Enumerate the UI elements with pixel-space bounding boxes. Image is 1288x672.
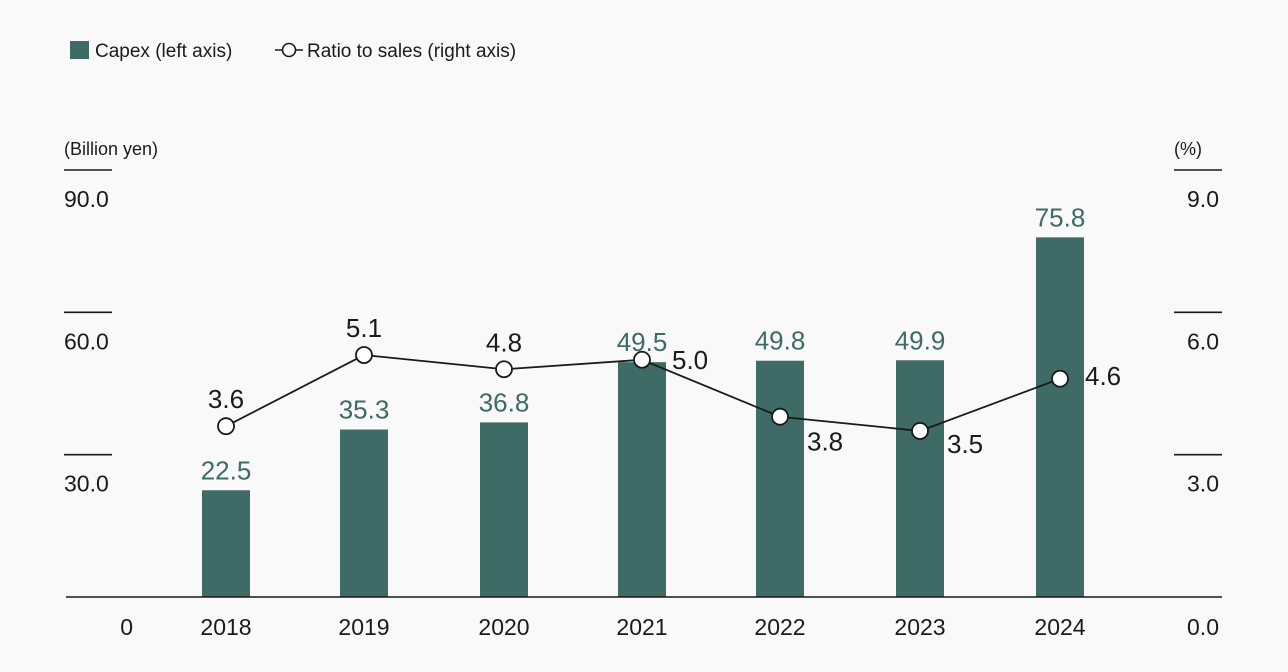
left-axis-label: (Billion yen) <box>64 139 158 159</box>
right-tick-label: 6.0 <box>1187 328 1219 354</box>
bar-capex-2021 <box>618 362 666 597</box>
bar-capex-2019 <box>340 429 388 597</box>
legend-swatch-capex <box>70 41 89 59</box>
legend-label-capex: Capex (left axis) <box>95 41 232 62</box>
x-tick-label-2024: 2024 <box>1034 614 1085 640</box>
right-tick-label: 3.0 <box>1187 471 1219 497</box>
ratio-point-2023 <box>911 422 929 440</box>
left-tick-label: 60.0 <box>64 328 109 354</box>
right-axis-label: (%) <box>1174 139 1202 159</box>
left-tick-label-zero: 0 <box>120 614 133 640</box>
bar-capex-2020 <box>480 422 528 597</box>
bar-capex-2018 <box>202 490 250 597</box>
ratio-point-2019 <box>355 346 373 364</box>
ratio-point-2021 <box>633 350 651 369</box>
bar-capex-2024 <box>1036 237 1084 598</box>
ratio-value-label-2024: 4.6 <box>1085 361 1121 391</box>
x-tick-label-2020: 2020 <box>478 614 529 640</box>
x-tick-label-2021: 2021 <box>616 614 667 640</box>
left-tick-label: 90.0 <box>64 186 109 212</box>
right-tick-label: 9.0 <box>1187 186 1219 212</box>
ratio-value-label-2020: 4.8 <box>486 327 522 357</box>
ratio-value-label-2022: 3.8 <box>807 427 843 457</box>
ratio-value-label-2023: 3.5 <box>947 429 983 459</box>
ratio-point-2018 <box>217 417 235 436</box>
bar-value-label-2020: 36.8 <box>479 387 530 417</box>
left-tick-label: 30.0 <box>64 471 109 497</box>
ratio-point-2024 <box>1051 369 1069 388</box>
bar-capex-2022 <box>756 360 804 597</box>
legend-marker-ratio <box>281 42 297 58</box>
bar-value-label-2024: 75.8 <box>1035 202 1086 232</box>
ratio-value-label-2018: 3.6 <box>208 384 244 414</box>
x-tick-label-2018: 2018 <box>200 614 251 640</box>
x-tick-label-2023: 2023 <box>894 614 945 640</box>
ratio-value-label-2019: 5.1 <box>346 313 382 343</box>
ratio-point-2022 <box>771 407 789 426</box>
bar-value-label-2018: 22.5 <box>201 455 252 485</box>
bar-value-label-2023: 49.9 <box>895 325 946 355</box>
bar-value-label-2022: 49.8 <box>755 326 806 356</box>
x-tick-label-2022: 2022 <box>754 614 805 640</box>
ratio-point-2020 <box>495 360 513 379</box>
x-tick-label-2019: 2019 <box>338 614 389 640</box>
legend-label-ratio: Ratio to sales (right axis) <box>307 41 516 62</box>
ratio-value-label-2021: 5.0 <box>672 345 708 375</box>
right-tick-label-zero: 0.0 <box>1187 614 1219 640</box>
bar-value-label-2019: 35.3 <box>339 395 390 425</box>
bar-capex-2023 <box>896 360 944 597</box>
